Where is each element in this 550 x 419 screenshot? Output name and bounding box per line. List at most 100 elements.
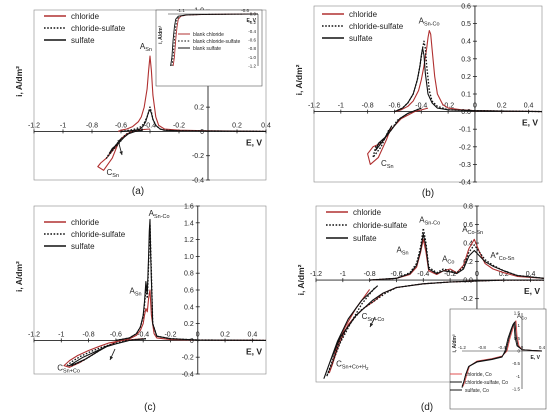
series-line-chloride xyxy=(367,107,429,165)
y-tick-label: 0.6 xyxy=(184,288,194,295)
x-tick-label: -1.2 xyxy=(308,103,320,110)
annotation-main: A xyxy=(130,286,136,295)
annotation-main: C xyxy=(107,168,113,177)
legend-label: sulfate xyxy=(71,242,95,251)
x-tick-label: -0.8 xyxy=(83,331,95,338)
annotation-main: A xyxy=(419,17,425,26)
x-tick-label: -0.2 xyxy=(164,331,176,338)
inset-y-tick-label: -0.8 xyxy=(248,46,256,51)
panel-label: (a) xyxy=(132,186,144,197)
series-line-chloride-sulfate xyxy=(372,107,422,159)
inset-x-tick-label: -1.1 xyxy=(177,8,185,13)
y-tick-label: 0.5 xyxy=(461,21,471,28)
legend-label: sulfate xyxy=(71,36,95,45)
annotation-main: A xyxy=(140,42,146,51)
series-line-chloride xyxy=(394,30,543,113)
x-tick-label: 0.4 xyxy=(261,122,271,129)
y-tick-label: 0.4 xyxy=(461,39,471,46)
plot-frame xyxy=(315,205,545,383)
annotation-main: C xyxy=(336,359,342,368)
x-tick-label: -1.2 xyxy=(28,331,40,338)
inset-y-tick-label: -1.0 xyxy=(248,55,256,60)
y-tick-label: 0.8 xyxy=(463,204,473,211)
y-tick-label: 0.0 xyxy=(461,109,471,116)
y-tick-label: -0.2 xyxy=(182,355,194,362)
x-tick-label: -0.2 xyxy=(444,271,456,278)
x-tick-label: 0.2 xyxy=(220,331,230,338)
series-line-chloride-sulfate xyxy=(105,128,143,159)
inset-legend-label: blank chloride xyxy=(193,32,224,38)
annotation-main: C xyxy=(57,364,63,373)
y-tick-label: 1.2 xyxy=(184,237,194,244)
y-tick-label: -0.3 xyxy=(459,162,471,169)
y-tick-label: 0.4 xyxy=(463,241,473,248)
x-tick-label: -0.4 xyxy=(417,271,429,278)
annotation-main: A xyxy=(419,216,425,225)
inset-x-tick-label: -1.2 xyxy=(458,345,466,350)
annotation-sub: Co-Sn xyxy=(499,256,515,262)
annotation-sub: Sn+Co xyxy=(63,369,80,375)
inset-y-tick-label: -1.5 xyxy=(512,387,520,392)
legend-label: chloride-sulfate xyxy=(71,24,126,33)
x-tick-label: -1 xyxy=(60,122,66,129)
series-line-sulfate xyxy=(108,129,143,154)
inset-y-tick-label: -1.2 xyxy=(248,64,256,69)
y-tick-label: 0.2 xyxy=(461,74,471,81)
x-tick-label: -0.6 xyxy=(388,103,400,110)
y-axis-label: i, A/dm² xyxy=(296,264,306,295)
annotation-label: ASn-Co xyxy=(419,216,440,227)
inset-series-line xyxy=(461,321,543,388)
annotation-sub: Sn xyxy=(402,250,409,256)
x-tick-label: 0.4 xyxy=(526,271,536,278)
series-line-chloride-sulfate xyxy=(369,227,545,281)
series-line-chloride xyxy=(97,128,151,171)
x-tick-label: -0.6 xyxy=(390,271,402,278)
inset-y-tick-label: -0.5 xyxy=(512,361,520,366)
inset-y-axis-label: i, A/dm² xyxy=(452,334,458,352)
y-tick-label: 0.3 xyxy=(461,56,471,63)
y-tick-label: -0.4 xyxy=(459,180,471,187)
legend-label: chloride xyxy=(71,218,100,227)
inset-x-tick-label: -0.4 xyxy=(498,345,506,350)
inset-chart: -1.1 -0.6-1.2-1.0-0.8-0.6-0.4-0.20.0E, Vi… xyxy=(155,8,263,87)
series-line-sulfate xyxy=(394,47,543,113)
plot-frame xyxy=(33,205,267,375)
x-tick-label: 0.2 xyxy=(232,122,242,129)
y-tick-label: -0.2 xyxy=(461,296,473,303)
annotation-main: A* xyxy=(490,251,498,260)
scan-direction-arrowhead xyxy=(109,356,114,360)
annotation-sub: Sn-Co xyxy=(424,22,440,28)
annotation-sub: Sn+Co xyxy=(367,317,384,323)
x-tick-label: 0 xyxy=(473,103,477,110)
annotation-label: CSn+Co xyxy=(362,312,385,323)
x-tick-label: 0 xyxy=(196,331,200,338)
series-line-sulfate xyxy=(120,109,267,132)
annotation-label: A*Co-Sn xyxy=(490,251,514,262)
scan-direction-arrowhead xyxy=(370,323,374,327)
annotation-main: A xyxy=(517,314,521,320)
inset-x-tick-label: 0 xyxy=(521,345,524,350)
inset-series-line xyxy=(170,13,259,67)
inset-legend-label: blank chloride-sulfate xyxy=(193,39,240,45)
annotation-main: A xyxy=(149,209,155,218)
inset-y-tick-label: 1 xyxy=(517,323,520,328)
y-tick-label: 0.4 xyxy=(184,304,194,311)
inset-y-tick-label: -0.4 xyxy=(248,29,256,34)
inset-y-tick-label: 1.5 xyxy=(514,311,521,316)
x-tick-label: -0.8 xyxy=(364,271,376,278)
y-tick-label: 0 xyxy=(200,129,204,136)
x-tick-label: 0.2 xyxy=(497,103,507,110)
x-tick-label: -1.2 xyxy=(310,271,322,278)
y-tick-label: 0.2 xyxy=(184,321,194,328)
inset-series-line xyxy=(462,320,543,387)
annotation-sub: Sn xyxy=(387,164,394,170)
annotation-sub: Sn xyxy=(145,47,152,53)
inset-legend-label: chloride-sulfate, Co xyxy=(465,380,508,386)
legend-label: chloride-sulfate xyxy=(349,22,404,31)
annotation-main: A xyxy=(442,255,448,264)
legend-label: chloride xyxy=(349,10,378,19)
annotation-label: ASn xyxy=(396,245,408,256)
y-axis-label: i, A/dm² xyxy=(294,64,304,95)
y-tick-label: 0.8 xyxy=(184,271,194,278)
